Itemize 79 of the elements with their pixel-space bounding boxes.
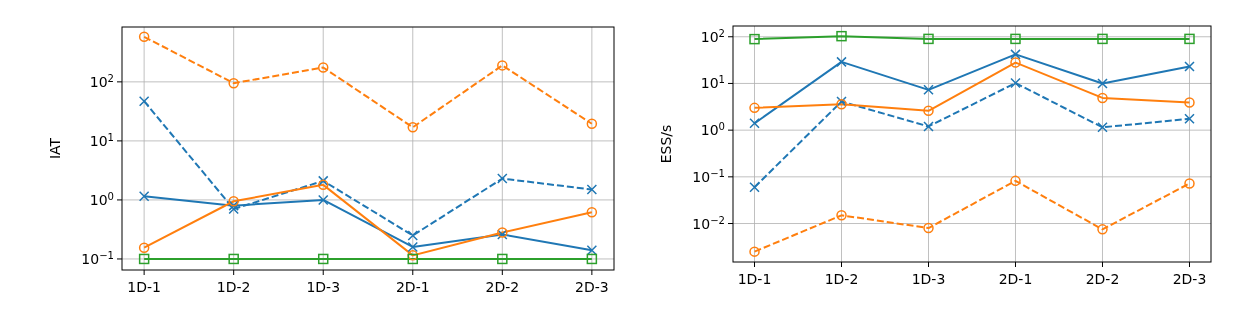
y-tick-label: 10$^{0}$ <box>89 190 114 208</box>
point <box>317 253 329 265</box>
point <box>138 95 150 107</box>
point <box>138 242 150 253</box>
y-axis-title: IAT <box>47 137 63 160</box>
x-tick-label: 2D-1 <box>395 279 430 295</box>
x-tick-label: 2D-3 <box>1172 271 1207 287</box>
point <box>407 122 419 133</box>
point <box>1184 178 1195 189</box>
y-tick-label: 10$^{−1}$ <box>81 249 114 267</box>
x-tick-label: 2D-1 <box>998 271 1033 287</box>
point <box>1097 92 1108 104</box>
point <box>923 84 934 96</box>
point <box>586 206 598 218</box>
point <box>228 77 239 89</box>
point <box>1097 33 1108 45</box>
point <box>228 195 239 207</box>
point <box>923 121 934 132</box>
point <box>836 30 847 42</box>
point <box>586 245 598 256</box>
point <box>749 246 760 257</box>
point <box>749 118 760 129</box>
point <box>923 222 934 234</box>
x-tick-label: 2D-2 <box>1085 271 1120 287</box>
point <box>586 118 598 130</box>
point <box>317 175 329 187</box>
point <box>317 194 329 206</box>
point <box>317 179 329 191</box>
x-tick-label: 1D-2 <box>824 271 859 287</box>
point <box>836 210 847 221</box>
point <box>407 253 419 265</box>
y-tick-label: 10$^{1}$ <box>700 73 725 92</box>
y-tick-label: 10$^{0}$ <box>700 120 725 139</box>
point <box>1010 57 1021 68</box>
y-axis-title: ESS/s <box>658 124 674 164</box>
y-tick-label: 10$^{2}$ <box>700 27 725 45</box>
point <box>138 31 150 43</box>
point <box>317 62 329 73</box>
point <box>1184 97 1195 108</box>
point <box>228 253 239 265</box>
x-tick-label: 1D-1 <box>737 271 772 287</box>
point <box>749 102 760 114</box>
point <box>497 60 508 71</box>
point <box>138 191 150 202</box>
point <box>1010 77 1021 89</box>
point <box>497 173 508 184</box>
point <box>923 33 934 45</box>
point <box>228 203 239 215</box>
point <box>407 250 419 261</box>
point <box>1184 113 1195 125</box>
point <box>407 230 419 241</box>
point <box>138 253 150 265</box>
point <box>1010 33 1021 45</box>
x-tick-label: 1D-2 <box>216 279 251 295</box>
y-tick-label: 10$^{−2}$ <box>692 214 725 232</box>
x-tick-label: 2D-2 <box>485 279 520 295</box>
y-tick-label: 10$^{2}$ <box>89 72 114 90</box>
x-tick-label: 1D-1 <box>127 279 161 295</box>
point <box>1097 78 1108 89</box>
y-tick-label: 10$^{−1}$ <box>692 167 725 185</box>
point <box>923 105 934 117</box>
x-tick-label: 1D-3 <box>306 279 341 295</box>
point <box>1010 49 1021 60</box>
point <box>836 56 847 68</box>
point <box>1097 224 1108 235</box>
x-tick-label: 1D-3 <box>911 271 946 287</box>
point <box>586 253 598 265</box>
point <box>407 241 419 253</box>
point <box>497 253 508 265</box>
point <box>749 181 760 193</box>
point <box>749 33 760 45</box>
point <box>1010 175 1021 187</box>
point <box>1184 61 1195 72</box>
point <box>1184 33 1195 45</box>
y-tick-label: 10$^{1}$ <box>89 131 114 149</box>
point <box>586 184 598 195</box>
point <box>1097 122 1108 133</box>
x-tick-label: 2D-3 <box>575 279 609 295</box>
point <box>228 200 239 211</box>
